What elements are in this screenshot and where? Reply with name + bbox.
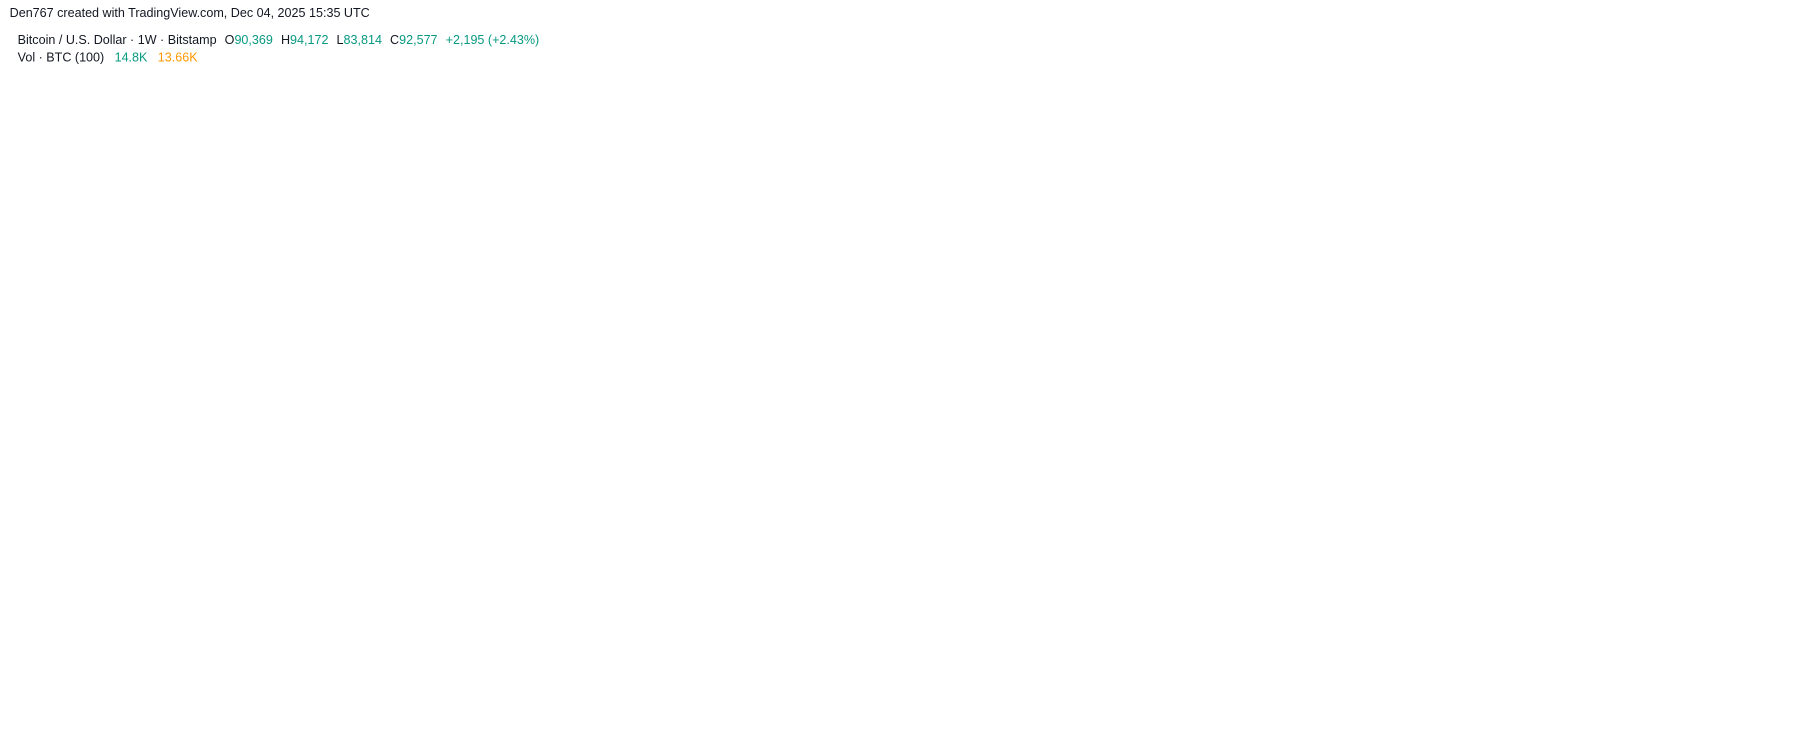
symbol: Bitcoin / U.S. Dollar · 1W · Bitstamp <box>18 33 217 47</box>
change: +2,195 (+2.43%) <box>446 33 540 47</box>
volume-ma-value: 13.66K <box>158 51 198 65</box>
volume-value: 14.8K <box>115 51 148 65</box>
ohlc-value: 92,577 <box>399 33 437 47</box>
ohlc-key: C <box>390 33 399 47</box>
ohlc-key: L <box>337 33 344 47</box>
ohlc-key: O <box>225 33 235 47</box>
ohlc-key: H <box>281 33 290 47</box>
volume-legend: Vol · BTC (100) 14.8K 13.66K <box>18 51 199 65</box>
volume-title: Vol · BTC (100) <box>18 51 105 65</box>
ohlc-value: 94,172 <box>290 33 328 47</box>
ohlc-value: 83,814 <box>344 33 382 47</box>
ohlc-value: 90,369 <box>234 33 272 47</box>
credit: Den767 created with TradingView.com, Dec… <box>10 6 370 20</box>
legend-line: Bitcoin / U.S. Dollar · 1W · Bitstamp O9… <box>18 33 540 47</box>
